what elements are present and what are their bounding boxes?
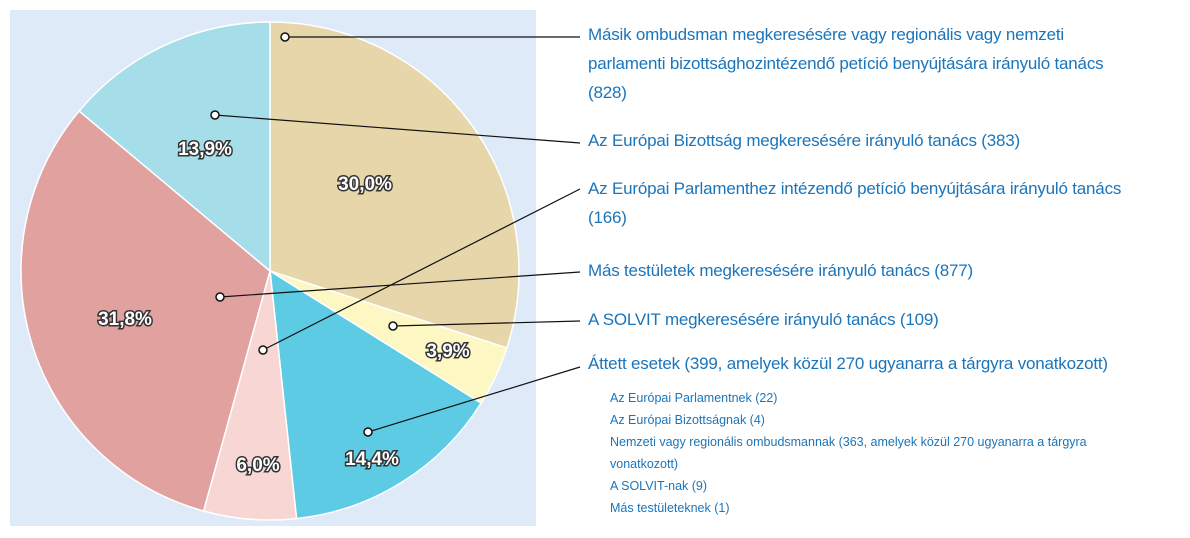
legend-sub-entry: Az Európai Parlamentnek (22) — [610, 391, 778, 405]
slice-label: 6,0% — [236, 455, 279, 476]
pie-slice — [269, 269, 483, 520]
leader-line — [367, 366, 581, 433]
pie-slice — [20, 110, 271, 512]
leader-dot — [258, 345, 268, 355]
legend-sub-entry: Más testületeknek (1) — [610, 501, 730, 515]
legend-entry: Másik ombudsman megkeresésére vagy regio… — [588, 25, 1104, 102]
pie-slice — [78, 21, 271, 273]
slice-label: 13,9% — [178, 139, 232, 160]
leader-dot — [388, 321, 398, 331]
slice-label: 14,4% — [345, 449, 399, 470]
legend-entry: Más testületek megkeresésére irányuló ta… — [588, 261, 973, 280]
leader-line — [214, 114, 581, 144]
legend-entry: Az Európai Bizottság megkeresésére irány… — [588, 131, 1020, 150]
leader-dot — [215, 292, 225, 302]
legend-sub-entry: Nemzeti vagy regionális ombudsmannak (36… — [610, 435, 1087, 471]
legend-sub-entry: A SOLVIT-nak (9) — [610, 479, 708, 493]
legend-entry: A SOLVIT megkeresésére irányuló tanács (… — [588, 310, 939, 329]
leader-line — [262, 188, 581, 351]
legend-sub-entry: Az Európai Bizottságnak (4) — [610, 413, 765, 427]
leader-dot — [363, 427, 373, 437]
slice-label: 30,0% — [338, 174, 392, 195]
leader-line — [219, 271, 581, 298]
legend-entry: Áttett esetek (399, amelyek közül 270 ug… — [588, 354, 1108, 373]
pie-slice — [269, 21, 520, 349]
leader-dot — [210, 110, 220, 120]
legend-entry: Az Európai Parlamenthez intézendő petíci… — [588, 179, 1122, 227]
leader-line — [392, 320, 581, 327]
slice-label: 31,8% — [98, 309, 152, 330]
leader-dot — [280, 32, 290, 42]
slice-label: 3,9% — [426, 341, 469, 362]
